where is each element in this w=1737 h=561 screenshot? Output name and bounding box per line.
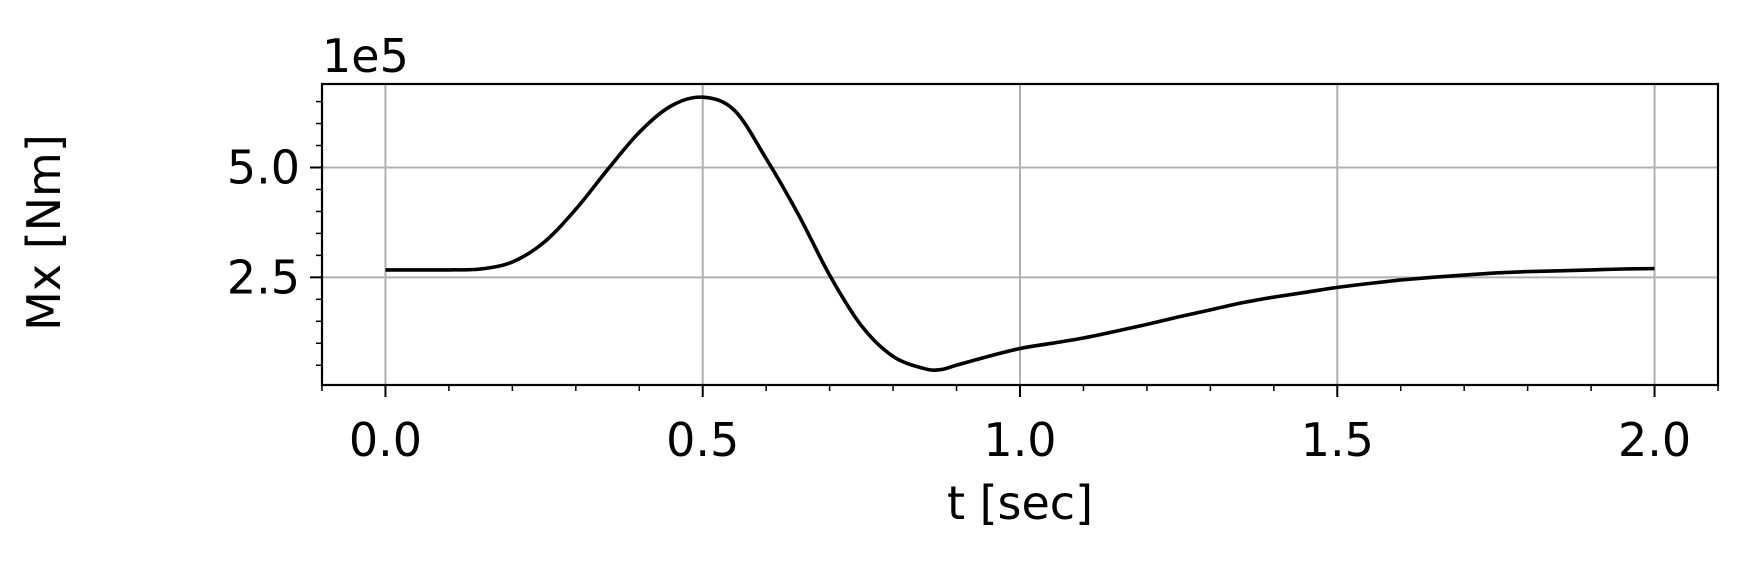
y-tick-label: 2.5 (227, 250, 300, 304)
ticks: 0.0 0.5 1.0 1.5 2.0 2.5 5.0 (227, 100, 1719, 467)
y-axis-label: Mx [Nm] (17, 134, 71, 331)
grid (322, 84, 1718, 385)
x-tick-label: 0.0 (349, 413, 422, 467)
y-offset-label: 1e5 (322, 29, 409, 83)
x-tick-label: 1.0 (983, 413, 1056, 467)
y-tick-label: 5.0 (227, 140, 300, 194)
x-tick-label: 2.0 (1618, 413, 1691, 467)
mx-line (385, 95, 1655, 372)
x-tick-label: 1.5 (1301, 413, 1374, 467)
x-tick-label: 0.5 (666, 413, 739, 467)
data-series (385, 95, 1655, 372)
x-axis-label: t [sec] (947, 476, 1093, 530)
